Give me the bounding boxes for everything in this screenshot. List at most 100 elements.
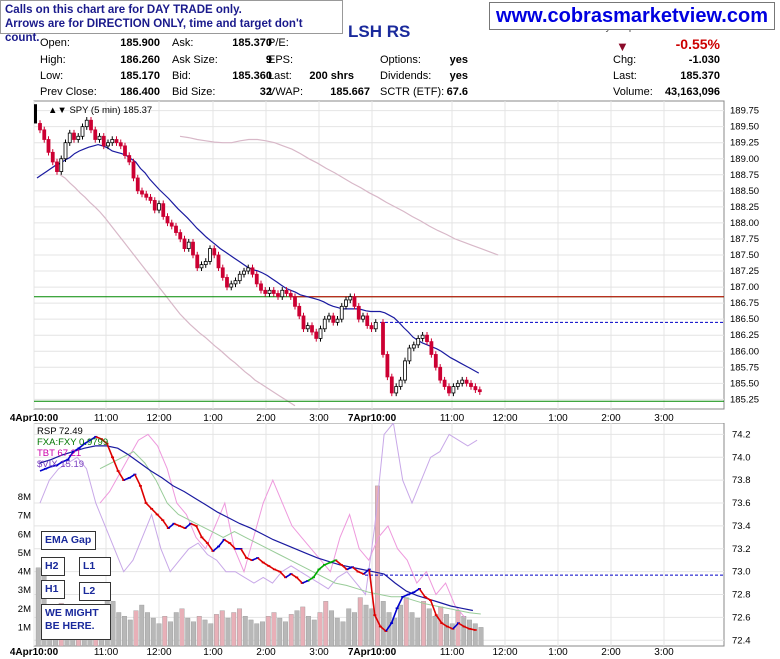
candle [310, 325, 314, 333]
rsp-segment [156, 513, 164, 521]
candle [331, 315, 336, 323]
volume-bar [219, 610, 225, 647]
volume-bar [357, 597, 363, 647]
rsp-segment [279, 571, 287, 578]
volume-bar [467, 619, 472, 647]
volume-tick-label: 1M [18, 622, 31, 633]
candle [135, 177, 140, 192]
candle [199, 264, 204, 269]
volume-bar [421, 601, 426, 647]
volume-bar [122, 616, 127, 647]
candle [220, 267, 225, 278]
candle [469, 382, 473, 387]
volume-bar [202, 619, 208, 647]
site-url-banner[interactable]: www.cobrasmarketview.com [489, 2, 775, 30]
candle [297, 305, 302, 317]
legend-fxa-fxy: FXA:FXY 0.9799 [37, 437, 108, 448]
h2-label: H2 [41, 557, 65, 576]
volume-bar [346, 608, 352, 647]
candle [280, 289, 285, 298]
candle [46, 139, 51, 153]
volume-bar [139, 604, 145, 647]
prev-close-label: Prev Close: [40, 86, 97, 98]
candle [429, 341, 434, 355]
volume-bar [403, 597, 409, 647]
volume-bar [265, 616, 271, 647]
x-tick-label: 2:00 [256, 413, 276, 422]
volume-bar [444, 614, 449, 647]
candle [365, 315, 370, 326]
y-tick-label: 74.0 [732, 452, 751, 463]
candle [178, 232, 183, 240]
chg-label: Chg: [613, 54, 637, 66]
prev-close-value: 186.400 [120, 86, 160, 98]
volume-bar [168, 621, 173, 647]
candle [174, 225, 178, 233]
volume-bar [237, 608, 242, 647]
candle [385, 354, 390, 378]
open-value: 185.900 [120, 37, 160, 49]
candle [403, 360, 407, 381]
candle [161, 203, 166, 217]
candle [271, 289, 276, 294]
rsp-segment [217, 539, 225, 548]
candle [381, 321, 385, 355]
rsp-segment [151, 508, 158, 516]
rsp-segment [312, 568, 320, 578]
rsp-segment [206, 542, 214, 552]
candle [144, 193, 149, 198]
candle [38, 123, 42, 131]
y-tick-label: 73.4 [732, 521, 751, 532]
volume-bar [432, 616, 438, 647]
candle [327, 315, 331, 320]
eps-label: EPS: [268, 54, 294, 66]
volume-bar [323, 601, 329, 647]
bid-value: 185.360 [232, 70, 272, 82]
volume-bar [127, 619, 133, 647]
volume-bar [363, 604, 369, 647]
candle [203, 261, 208, 266]
x-tick-label: 12:00 [146, 647, 171, 658]
candle [254, 273, 259, 285]
volume-bar [415, 617, 421, 647]
candle [451, 386, 456, 394]
candle [425, 334, 429, 343]
volume-tick-label: 8M [18, 492, 31, 503]
volume-bar [369, 608, 375, 647]
rsp-segment [396, 596, 404, 609]
dividends-value: yes [449, 70, 468, 82]
candle [288, 293, 293, 298]
candle [464, 379, 469, 384]
volume-bar [380, 601, 386, 647]
y-tick-label: 187.00 [730, 282, 759, 293]
rsp-segment [374, 614, 382, 627]
candle [229, 283, 234, 288]
candle [411, 344, 416, 349]
rsp-segment [429, 599, 437, 616]
candle [250, 267, 255, 275]
volume-bar [260, 621, 265, 647]
high-value: 186.260 [120, 54, 160, 66]
x-tick-label: 11:00 [440, 413, 465, 422]
sctr-value: 67.6 [446, 86, 468, 98]
rsp-segment [368, 569, 376, 616]
x-tick-label: 4Apr10:00 [10, 413, 59, 422]
y-tick-label: 187.75 [730, 234, 759, 245]
x-tick-label: 3:00 [654, 413, 674, 422]
candle [447, 386, 451, 394]
volume-bar [156, 623, 162, 647]
volume-bar [426, 608, 432, 647]
x-tick-label: 3:00 [309, 413, 329, 422]
volume-bar [254, 623, 260, 647]
volume-bar [300, 606, 306, 647]
volume-bar [162, 616, 168, 647]
volume-tick-label: 4M [18, 567, 31, 578]
quote-header: Monday 7-Apr-2014 11:21 am LSH RS Open: … [0, 22, 780, 100]
h1-label: H1 [41, 580, 65, 599]
volume-bar [225, 617, 231, 647]
y-tick-label: 189.75 [730, 106, 759, 117]
we-might-be-here-label: WE MIGHT BE HERE. [41, 604, 111, 640]
candle [246, 267, 251, 272]
x-tick-label: 12:00 [146, 413, 171, 422]
volume-bar [449, 623, 455, 647]
